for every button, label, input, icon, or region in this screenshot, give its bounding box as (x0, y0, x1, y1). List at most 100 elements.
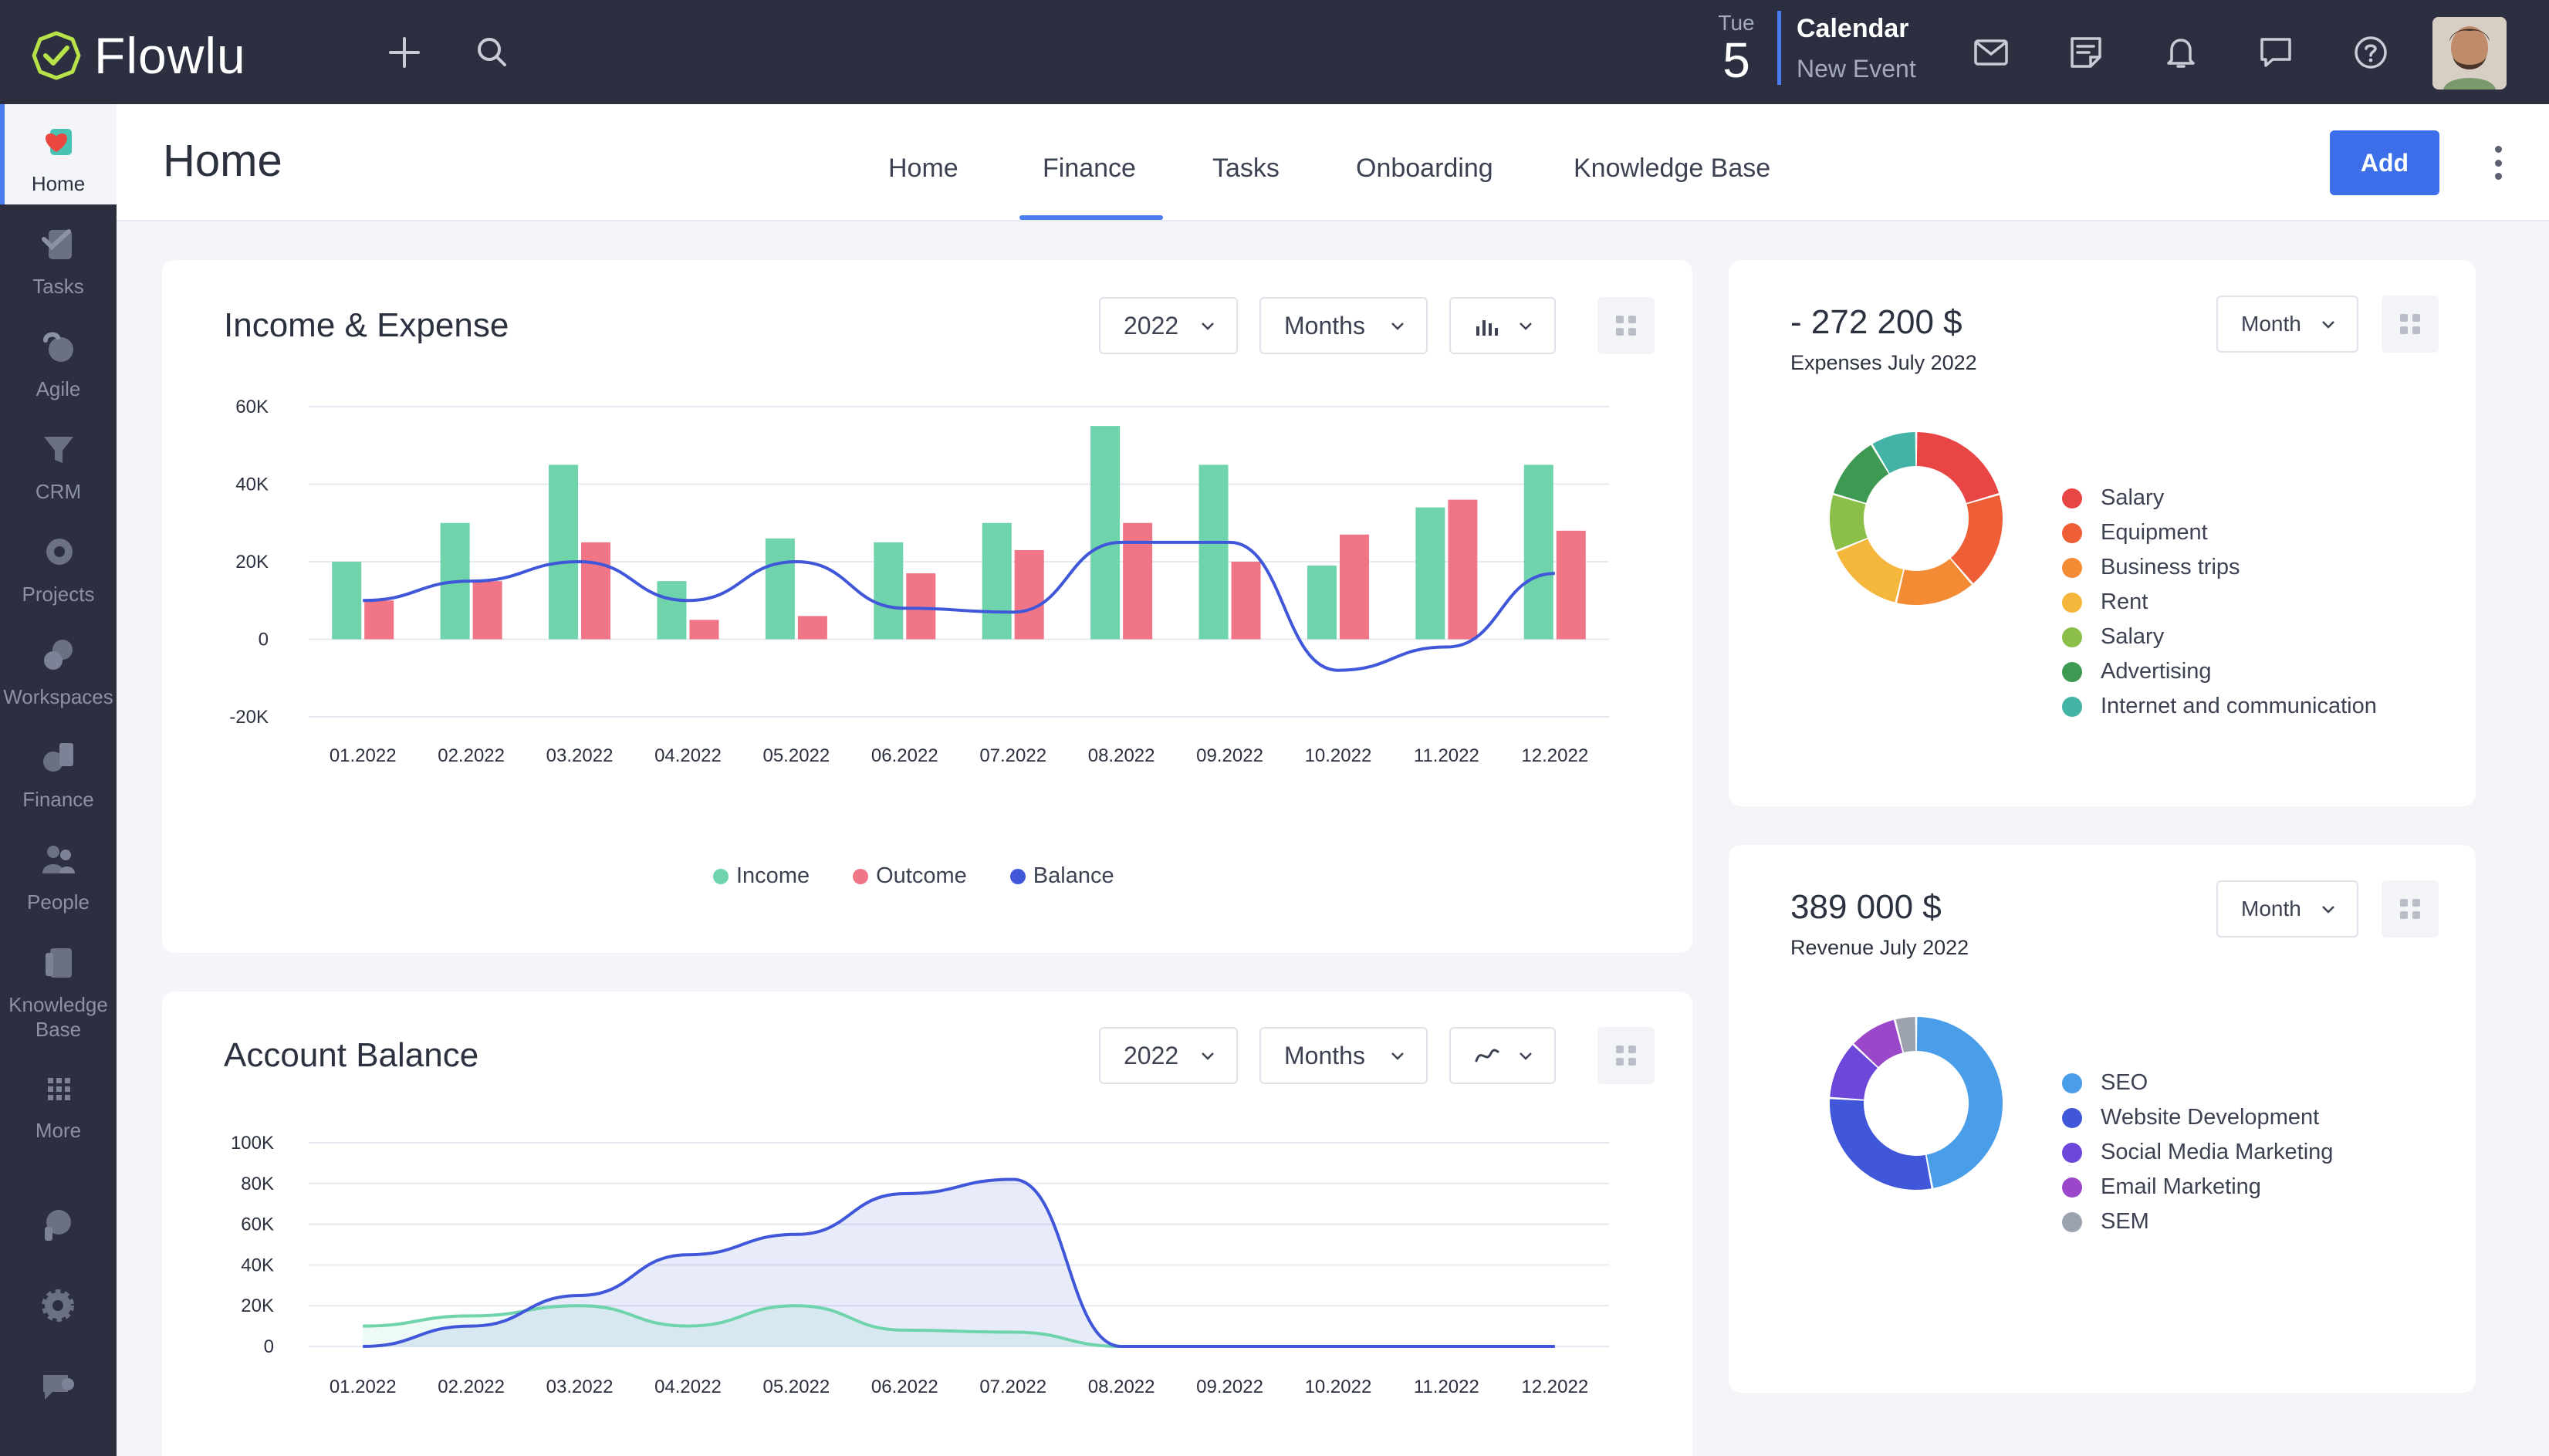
tab-home[interactable]: Home (888, 154, 958, 183)
app-logo[interactable]: Flowlu (31, 26, 246, 85)
x-tick-label: 11.2022 (1414, 1377, 1479, 1397)
drag-handle-icon[interactable] (1597, 297, 1655, 354)
legend-item[interactable]: Advertising (2062, 654, 2377, 689)
tab-tasks[interactable]: Tasks (1212, 154, 1280, 183)
legend-item[interactable]: Salary (2062, 620, 2377, 654)
legend-item[interactable]: Internet and communication (2062, 689, 2377, 724)
outcome-bar (1014, 549, 1044, 640)
balance-area-fill (363, 1179, 1555, 1346)
legend-item[interactable]: SEM (2062, 1204, 2333, 1239)
y-tick-label: 80K (241, 1174, 274, 1194)
legend-item[interactable]: Email Marketing (2062, 1170, 2333, 1204)
sidebar-item-label: More (35, 1119, 82, 1142)
bar-chart-icon (1476, 320, 1498, 336)
sidebar-item-tasks[interactable]: Tasks (0, 207, 117, 307)
sidebar-item-label: Agile (35, 377, 81, 400)
legend-item[interactable]: Equipment (2062, 515, 2377, 550)
flowlu-logo-icon (32, 31, 81, 80)
income-bar (874, 542, 904, 640)
legend-item[interactable]: Website Development (2062, 1100, 2333, 1135)
period-select[interactable]: Month (2216, 296, 2358, 353)
year-select[interactable]: 2022 (1099, 1027, 1238, 1084)
income-bar (549, 465, 579, 640)
page-title: Home (163, 136, 282, 186)
support-icon[interactable] (37, 1204, 79, 1245)
sidebar-item-knowledge-base[interactable]: Knowledge Base (0, 925, 117, 1049)
sidebar-item-more[interactable]: More (0, 1051, 117, 1151)
x-tick-label: 01.2022 (330, 1377, 397, 1397)
legend-label: Rent (2101, 589, 2148, 614)
chevron-down-icon (1391, 1052, 1404, 1060)
outcome-bar (581, 542, 611, 640)
user-avatar[interactable] (2432, 17, 2507, 90)
balance-line (363, 1177, 1555, 1348)
x-tick-label: 10.2022 (1305, 1377, 1372, 1397)
year-select[interactable]: 2022 (1099, 297, 1238, 354)
today-date[interactable]: Tue 5 (1706, 11, 1767, 85)
x-tick-label: 02.2022 (438, 745, 505, 766)
legend-item[interactable]: Business trips (2062, 550, 2377, 585)
card-title: Account Balance (224, 1036, 479, 1074)
sidebar-item-agile[interactable]: Agile (0, 309, 117, 410)
day-number: 5 (1722, 32, 1750, 88)
drag-handle-icon[interactable] (2382, 296, 2439, 353)
legend-item[interactable]: SEO (2062, 1066, 2333, 1100)
drag-handle-icon[interactable] (2382, 880, 2439, 937)
x-tick-label: 12.2022 (1521, 1377, 1588, 1397)
period-select[interactable]: Months (1259, 297, 1428, 354)
legend-item-outcome[interactable]: Outcome (853, 863, 967, 889)
account-balance-chart: 100K 80K 60K 40K 20K 0 01.2022 02.2022 03.2022 04… (231, 1133, 1609, 1397)
legend-item-balance[interactable]: Balance (1009, 863, 1114, 889)
balance-line (363, 540, 1555, 672)
settings-gear-icon[interactable] (37, 1285, 79, 1326)
expenses-subtitle: Expenses July 2022 (1790, 351, 1977, 374)
help-icon[interactable] (2346, 28, 2395, 77)
legend-item[interactable]: Rent (2062, 585, 2377, 620)
sidebar-item-home[interactable]: Home (0, 104, 117, 204)
more-options-icon[interactable] (2483, 141, 2514, 184)
sidebar-item-people[interactable]: People (0, 823, 117, 923)
sidebar-item-finance[interactable]: Finance (0, 720, 117, 820)
donut-slice (1916, 1017, 2003, 1188)
new-event-link[interactable]: New Event (1797, 55, 1916, 83)
sidebar-item-label: Projects (22, 583, 95, 606)
mail-icon[interactable] (1966, 28, 2016, 77)
legend-label: Income (736, 863, 810, 888)
sidebar-item-label: Tasks (32, 275, 84, 298)
search-icon[interactable] (468, 28, 517, 77)
legend-label: Equipment (2101, 520, 2208, 545)
notes-icon[interactable] (2061, 28, 2111, 77)
x-tick-label: 10.2022 (1305, 745, 1372, 766)
chart-type-select[interactable] (1449, 1027, 1556, 1084)
x-tick-label: 07.2022 (979, 745, 1046, 766)
calendar-shortcut[interactable]: Calendar New Event (1797, 14, 1916, 83)
notifications-bell-icon[interactable] (2156, 28, 2206, 77)
sidebar-item-crm[interactable]: CRM (0, 412, 117, 512)
create-plus-icon[interactable] (380, 28, 429, 77)
legend-item[interactable]: Salary (2062, 481, 2377, 515)
chart-type-select[interactable] (1449, 297, 1556, 354)
sidebar-item-workspaces[interactable]: Workspaces (0, 617, 117, 718)
drag-handle-icon[interactable] (1597, 1027, 1655, 1084)
chat-icon[interactable] (2251, 28, 2301, 77)
tab-knowledge-base[interactable]: Knowledge Base (1574, 154, 1771, 183)
outcome-bar (1339, 534, 1369, 640)
legend-label: Outcome (876, 863, 967, 888)
year-select-value: 2022 (1124, 311, 1179, 340)
x-tick-label: 03.2022 (546, 745, 614, 766)
tab-onboarding[interactable]: Onboarding (1356, 154, 1493, 183)
tab-finance[interactable]: Finance (1043, 154, 1136, 183)
period-select[interactable]: Month (2216, 880, 2358, 937)
feedback-icon[interactable] (37, 1366, 79, 1407)
sidebar-item-projects[interactable]: Projects (0, 515, 117, 615)
legend-item-income[interactable]: Income (713, 863, 810, 889)
legend-item[interactable]: Social Media Marketing (2062, 1135, 2333, 1170)
x-tick-label: 06.2022 (871, 1377, 938, 1397)
period-select[interactable]: Months (1259, 1027, 1428, 1084)
x-tick-label: 01.2022 (330, 745, 397, 766)
legend-label: Website Development (2101, 1105, 2320, 1130)
add-button[interactable]: Add (2330, 130, 2439, 195)
revenue-amount: 389 000 $ (1790, 888, 1942, 926)
chevron-down-icon (2322, 321, 2334, 329)
donut-slice (1872, 432, 1916, 474)
